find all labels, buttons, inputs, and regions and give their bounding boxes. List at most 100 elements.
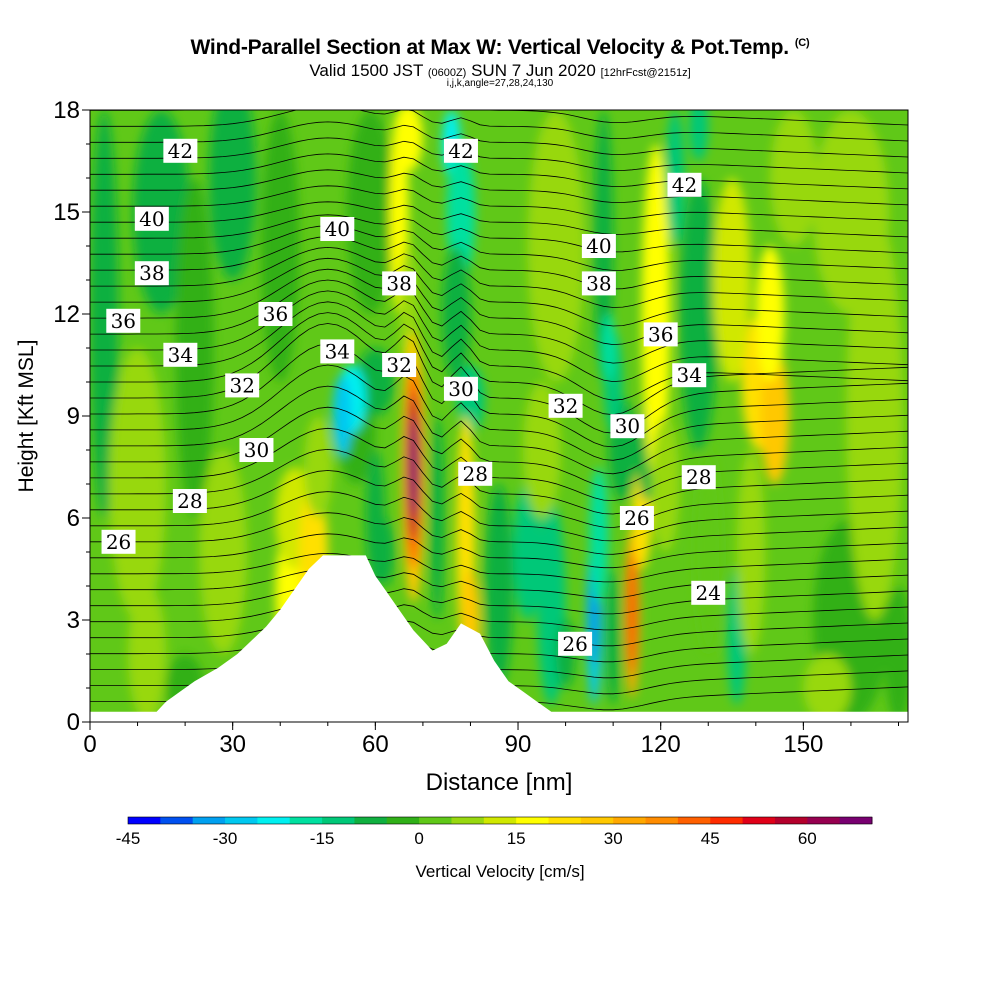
chart-title: Wind-Parallel Section at Max W: Vertical… <box>190 36 810 59</box>
theta-contour-label: 32 <box>382 353 417 377</box>
svg-text:40: 40 <box>586 234 611 258</box>
theta-contour-label: 32 <box>225 373 260 398</box>
velocity-cell <box>394 110 423 172</box>
theta-contour <box>90 427 908 502</box>
colorbar-tick-label: 60 <box>798 829 817 848</box>
velocity-cell <box>484 484 514 688</box>
colorbar-swatch <box>613 817 647 824</box>
theta-contour-label: 32 <box>548 393 583 418</box>
theta-contour <box>90 632 908 663</box>
theta-contour <box>90 301 908 401</box>
svg-text:32: 32 <box>553 394 578 418</box>
theta-contour <box>90 246 908 308</box>
y-tick-label: 3 <box>67 607 80 634</box>
theta-contour <box>90 110 908 142</box>
velocity-cell <box>90 110 119 518</box>
theta-contour-label: 38 <box>382 271 417 296</box>
colorbar-tick-label: -30 <box>213 829 238 848</box>
theta-contour <box>90 552 908 583</box>
svg-text:34: 34 <box>677 363 702 387</box>
theta-contour <box>90 214 908 254</box>
theta-contour-label: 40 <box>320 217 355 241</box>
theta-contour-label: 30 <box>610 414 645 439</box>
x-tick-label: 150 <box>783 731 823 758</box>
velocity-cell <box>409 416 418 518</box>
y-tick-label: 9 <box>67 403 80 430</box>
x-tick-label: 60 <box>362 731 389 758</box>
theta-contour <box>90 470 908 528</box>
theta-contour-label: 34 <box>672 363 707 388</box>
theta-contour <box>90 236 908 290</box>
svg-text:32: 32 <box>229 373 254 397</box>
svg-text:40: 40 <box>325 217 350 241</box>
velocity-cell <box>641 144 671 484</box>
svg-text:40: 40 <box>139 207 164 231</box>
theta-contour-label: 42 <box>163 138 198 163</box>
theta-contour-label: 36 <box>258 302 293 326</box>
y-tick-label: 6 <box>67 505 80 532</box>
x-tick-label: 90 <box>505 731 532 758</box>
theta-contour-label: 42 <box>667 172 702 197</box>
theta-contour <box>90 364 908 461</box>
velocity-cell <box>812 110 889 314</box>
theta-contour <box>90 268 908 346</box>
theta-contour <box>90 448 908 515</box>
velocity-cell <box>208 110 257 280</box>
velocity-cell <box>346 110 395 314</box>
svg-text:42: 42 <box>168 139 193 163</box>
colorbar-swatch <box>160 817 194 824</box>
colorbar-tick-label: 0 <box>414 829 423 848</box>
svg-text:34: 34 <box>325 339 350 363</box>
colorbar-label: Vertical Velocity [cm/s] <box>415 862 585 881</box>
copyright-mark: (C) <box>794 37 810 49</box>
velocity-cell <box>713 178 752 382</box>
svg-text:28: 28 <box>462 462 487 486</box>
colorbar-swatch <box>710 817 744 824</box>
colorbar-swatch <box>257 817 291 824</box>
y-tick-label: 0 <box>67 709 80 736</box>
colorbar-swatch <box>451 817 485 824</box>
svg-text:38: 38 <box>386 271 411 295</box>
colorbar-swatch <box>645 817 679 824</box>
theta-contour <box>90 533 908 569</box>
colorbar-swatch <box>354 817 388 824</box>
svg-text:34: 34 <box>168 343 193 367</box>
x-tick-label: 120 <box>641 731 681 758</box>
colorbar-swatch <box>192 817 226 824</box>
x-axis-label: Distance [nm] <box>426 769 573 796</box>
colorbar-swatch <box>580 817 614 824</box>
colorbar-swatch <box>742 817 776 824</box>
theta-contour <box>90 568 908 599</box>
theta-contour-label: 24 <box>691 580 726 605</box>
theta-contour-label: 30 <box>443 376 478 401</box>
theta-contour-label: 38 <box>134 261 169 286</box>
theta-contour-label: 28 <box>172 489 207 513</box>
svg-text:30: 30 <box>244 438 269 462</box>
colorbar-swatch <box>839 817 873 824</box>
y-tick-label: 15 <box>53 199 80 226</box>
theta-contour-label: 42 <box>443 138 478 163</box>
colorbar-swatch <box>548 817 582 824</box>
theta-contour <box>90 385 908 475</box>
velocity-cell <box>446 144 476 280</box>
svg-text:24: 24 <box>696 581 721 605</box>
velocity-cell <box>430 416 445 620</box>
x-tick-label: 30 <box>219 731 246 758</box>
colorbar-swatch <box>225 817 258 824</box>
theta-contour <box>90 153 908 190</box>
velocity-cell <box>304 416 333 518</box>
theta-contour-label: 36 <box>106 308 141 333</box>
svg-text:26: 26 <box>624 506 649 530</box>
svg-text:28: 28 <box>177 489 202 513</box>
theta-contour <box>90 343 908 448</box>
theta-contour <box>90 600 908 631</box>
colorbar-swatch <box>774 817 808 824</box>
velocity-cell <box>527 110 585 382</box>
theta-contour <box>90 121 908 158</box>
theta-contour <box>90 491 908 542</box>
theta-contour-label: 40 <box>134 206 169 231</box>
colorbar-swatch <box>516 817 550 824</box>
theta-contour <box>90 257 908 327</box>
colorbar-tick-label: 45 <box>701 829 720 848</box>
theta-contour-label: 34 <box>320 339 355 364</box>
